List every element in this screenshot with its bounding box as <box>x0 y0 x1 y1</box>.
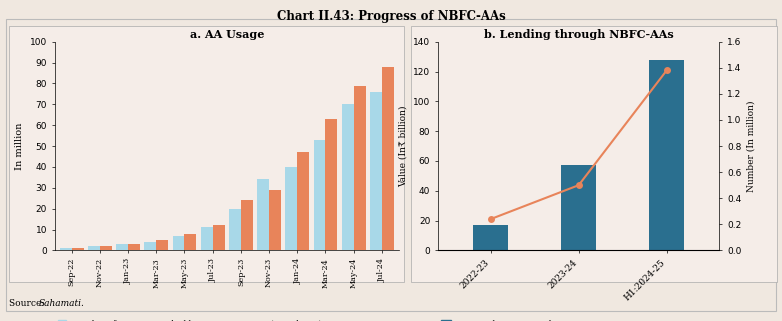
Bar <box>173 236 185 250</box>
Bar <box>473 225 508 250</box>
Text: Chart II.43: Progress of NBFC-AAs: Chart II.43: Progress of NBFC-AAs <box>277 10 505 22</box>
Title: b. Lending through NBFC-AAs: b. Lending through NBFC-AAs <box>484 29 673 39</box>
Bar <box>342 104 353 250</box>
Y-axis label: Value (In₹ billion): Value (In₹ billion) <box>399 105 407 187</box>
Bar <box>649 60 684 250</box>
Text: Sahamati.: Sahamati. <box>39 299 85 308</box>
Y-axis label: In million: In million <box>16 122 24 170</box>
Bar <box>145 242 156 250</box>
Bar <box>100 246 112 250</box>
Bar <box>382 67 394 250</box>
Bar <box>128 244 140 250</box>
Bar <box>185 234 196 250</box>
Bar <box>269 190 281 250</box>
Y-axis label: Number (In million): Number (In million) <box>747 100 756 192</box>
Bar <box>156 240 168 250</box>
Bar <box>117 244 128 250</box>
Bar <box>72 248 84 250</box>
Bar <box>285 167 297 250</box>
Legend: Number of Accounts Linked by Account Owners (cumulative), Count of Consent Reque: Number of Accounts Linked by Account Own… <box>55 317 329 321</box>
Bar <box>297 152 309 250</box>
Bar <box>325 119 337 250</box>
Text: Source:: Source: <box>9 299 48 308</box>
Bar <box>241 200 253 250</box>
Bar <box>314 140 325 250</box>
Bar <box>257 179 269 250</box>
Bar <box>561 165 597 250</box>
Bar <box>213 225 224 250</box>
Title: a. AA Usage: a. AA Usage <box>189 29 264 39</box>
Bar <box>353 85 365 250</box>
Bar <box>59 248 72 250</box>
Legend: Loan Disbursement Value, Number of Loan Disbursed (RHS): Loan Disbursement Value, Number of Loan … <box>438 317 598 321</box>
Bar <box>201 227 213 250</box>
Bar <box>88 246 100 250</box>
Bar <box>370 92 382 250</box>
Bar <box>229 209 241 250</box>
